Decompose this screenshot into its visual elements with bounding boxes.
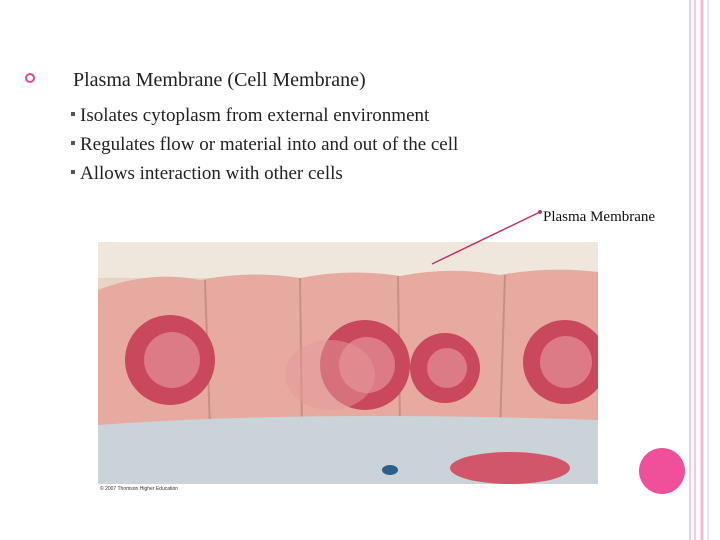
image-credit: © 2007 Thomson Higher Education: [100, 485, 178, 492]
bullet-text: Isolates cytoplasm from external environ…: [80, 105, 430, 126]
callout-arrow: [431, 211, 541, 265]
bullet-marker: [71, 170, 75, 174]
bullet-text: Regulates flow or material into and out …: [80, 134, 458, 155]
border-decoration: [639, 0, 709, 540]
arrow-head: [538, 210, 542, 214]
title-bullet: [25, 73, 35, 83]
callout-label: Plasma Membrane: [543, 209, 655, 225]
bullet-marker: [71, 141, 75, 145]
bullet-marker: [71, 112, 75, 116]
slide-title: Plasma Membrane (Cell Membrane): [73, 69, 366, 91]
bullet-text: Allows interaction with other cells: [80, 163, 343, 184]
bullet-list: Isolates cytoplasm from external environ…: [71, 105, 458, 184]
micrograph: © 2007 Thomson Higher Education: [98, 242, 598, 492]
